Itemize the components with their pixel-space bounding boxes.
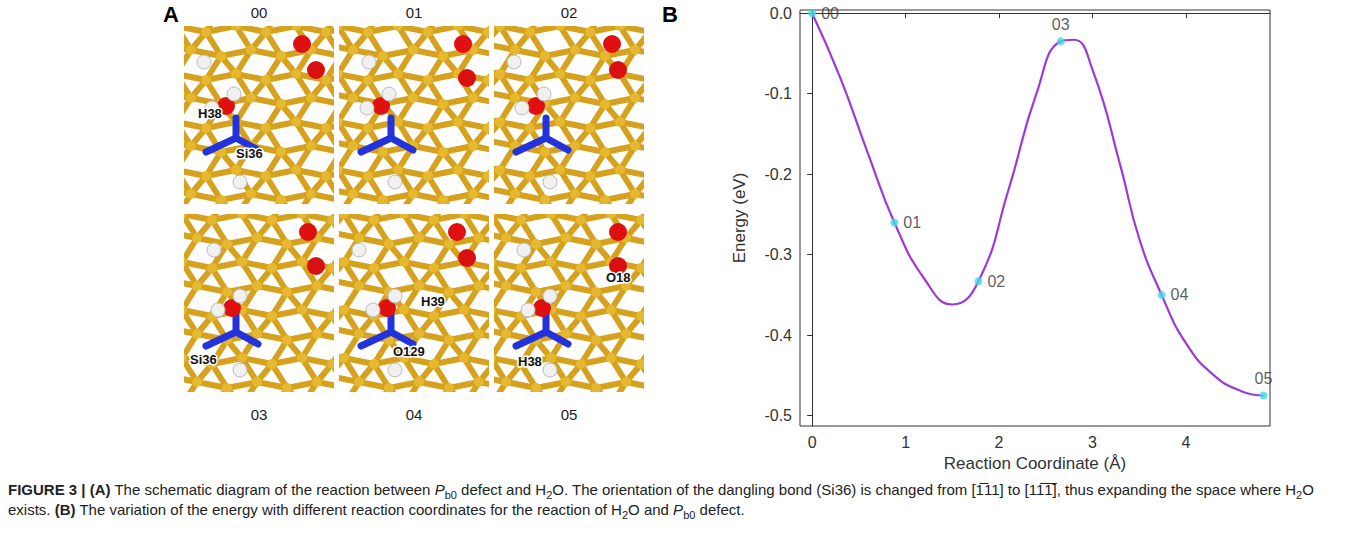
svg-text:-0.1: -0.1 [764,85,792,102]
svg-text:0: 0 [808,434,817,451]
svg-text:00: 00 [821,5,839,22]
html-text:FIGURE 3 | (A) The schematic d: FIGURE 3 | (A) The schematic diagram of … [8,481,1314,521]
svg-text:05: 05 [1255,370,1273,387]
svg-text:3: 3 [1088,434,1097,451]
svg-text:-0.3: -0.3 [764,246,792,263]
svg-text:1: 1 [901,434,910,451]
svg-text:01: 01 [903,214,921,231]
html-text:B: B [662,2,678,27]
svg-text:O129: O129 [393,344,425,359]
svg-text:04: 04 [1171,286,1189,303]
svg-text:A: A [163,2,179,27]
svg-text:-0.2: -0.2 [764,166,792,183]
svg-text:03: 03 [1052,16,1070,33]
svg-text:Energy (eV): Energy (eV) [730,173,749,264]
svg-text:05: 05 [561,406,578,423]
svg-text:2: 2 [995,434,1004,451]
svg-text:-0.4: -0.4 [764,327,792,344]
svg-text:Si36: Si36 [190,352,217,367]
svg-text:0.0: 0.0 [770,5,792,22]
svg-text:-0.5: -0.5 [764,407,792,424]
svg-text:Reaction Coordinate (Å): Reaction Coordinate (Å) [944,454,1126,473]
svg-text:Si36: Si36 [236,146,263,161]
svg-text:O18: O18 [606,270,631,285]
svg-text:03: 03 [251,406,268,423]
svg-text:H38: H38 [198,106,222,121]
svg-text:H39: H39 [421,294,445,309]
svg-text:04: 04 [406,406,423,423]
svg-text:01: 01 [406,4,423,21]
svg-text:00: 00 [251,4,268,21]
svg-text:4: 4 [1181,434,1190,451]
svg-text:H38: H38 [518,354,542,369]
svg-text:02: 02 [561,4,578,21]
svg-text:02: 02 [987,273,1005,290]
